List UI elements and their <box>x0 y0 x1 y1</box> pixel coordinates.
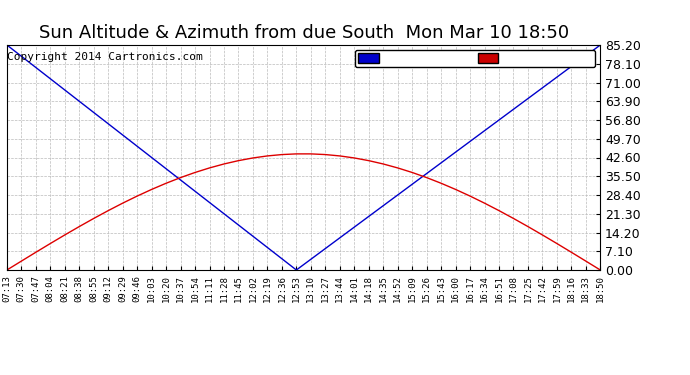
Legend: Azimuth (Angle °), Altitude (Angle °): Azimuth (Angle °), Altitude (Angle °) <box>355 50 595 67</box>
Title: Sun Altitude & Azimuth from due South  Mon Mar 10 18:50: Sun Altitude & Azimuth from due South Mo… <box>39 24 569 42</box>
Text: Copyright 2014 Cartronics.com: Copyright 2014 Cartronics.com <box>8 52 204 62</box>
